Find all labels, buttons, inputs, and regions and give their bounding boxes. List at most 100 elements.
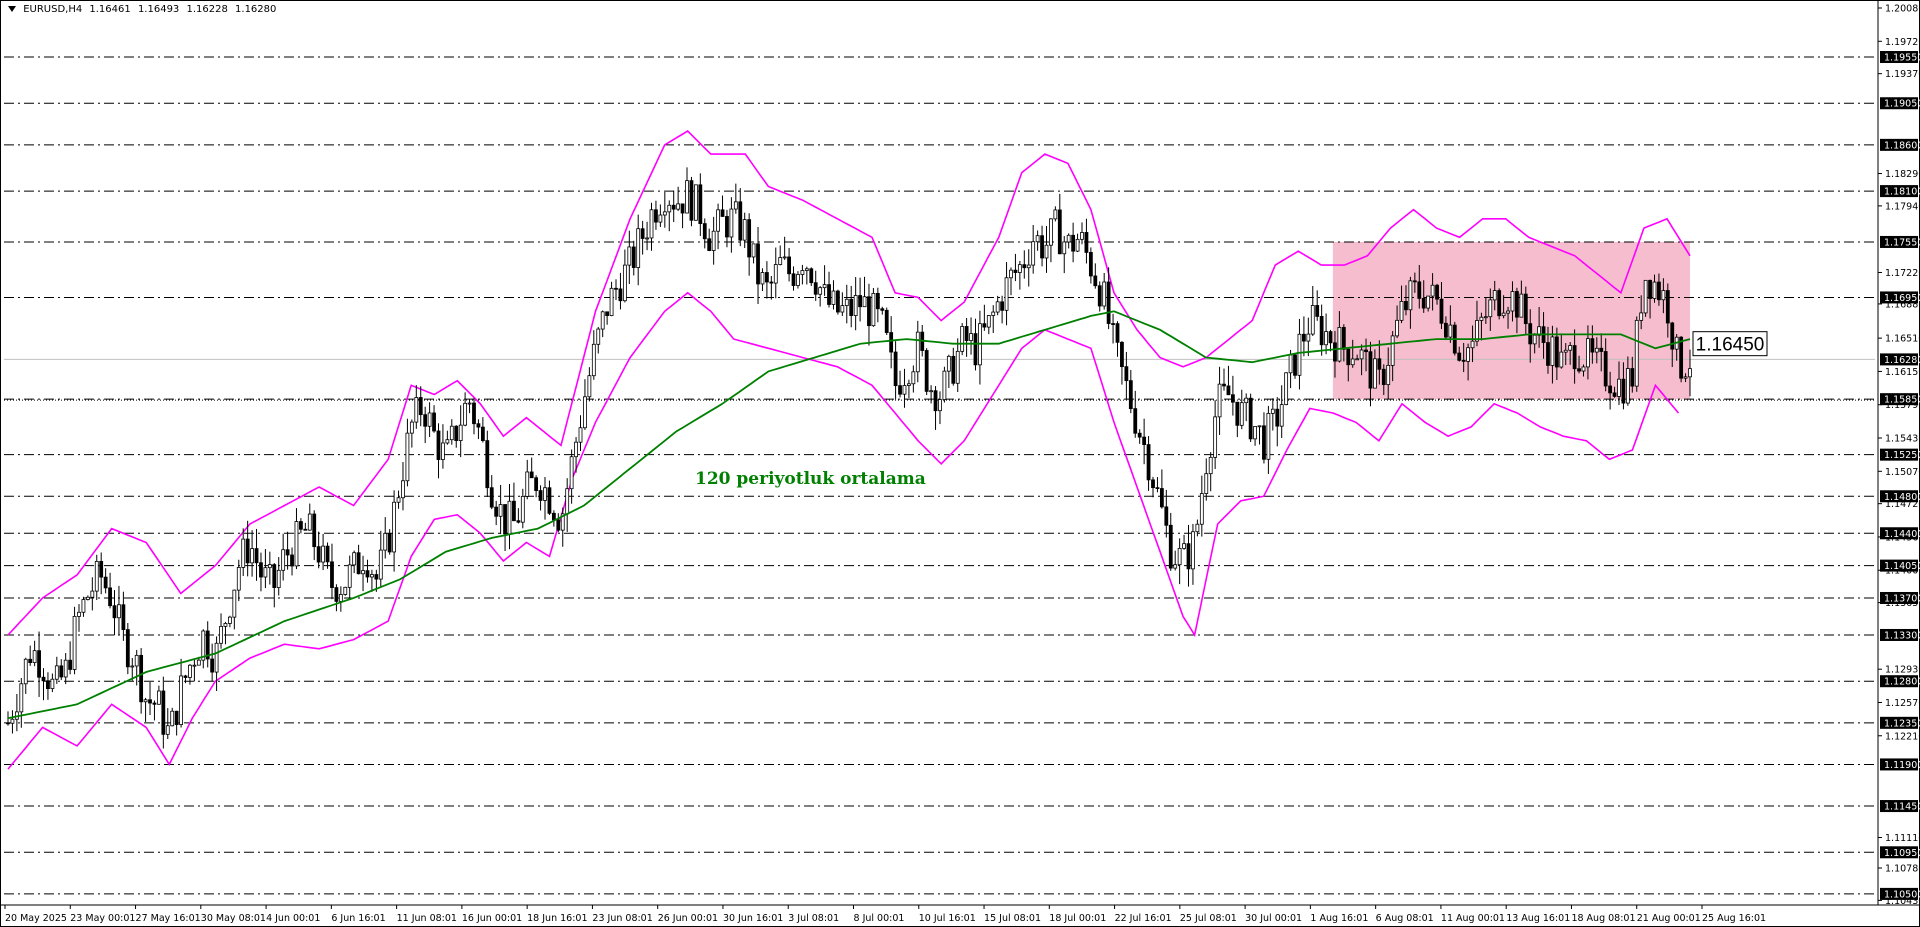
candle-body — [1084, 232, 1089, 253]
candle-body — [378, 549, 383, 580]
candle-body — [1239, 402, 1244, 426]
candle-body — [1120, 341, 1124, 368]
candle-body — [445, 439, 450, 444]
price-tag-label: 1.16450 — [1696, 335, 1765, 356]
candle-body — [23, 658, 28, 685]
candle-body — [1404, 301, 1408, 311]
candle-body — [1634, 319, 1639, 387]
candle-body — [543, 487, 547, 501]
candle-body — [756, 243, 760, 285]
level-price-box — [1880, 138, 1918, 151]
ohlc-close: 1.16280 — [235, 4, 277, 15]
price-axis-label: 1.18290 — [1885, 169, 1920, 180]
candle-body — [463, 402, 468, 426]
candle-body — [1293, 354, 1297, 376]
candle-body — [982, 323, 987, 328]
candle-body — [946, 355, 951, 372]
candle-body — [769, 281, 774, 284]
candle-body — [1235, 401, 1240, 426]
price-axis-label: 1.16150 — [1885, 367, 1920, 378]
candle-body — [454, 425, 459, 441]
time-axis-label: 1 Aug 16:01 — [1310, 913, 1368, 924]
candle-body — [46, 680, 50, 690]
candle-body — [1324, 331, 1328, 346]
candle-body — [81, 599, 86, 613]
candle-body — [938, 399, 942, 412]
candle-body — [858, 295, 862, 308]
candle-body — [210, 658, 215, 673]
collapse-triangle-icon[interactable] — [8, 6, 16, 12]
candle-body — [889, 332, 894, 353]
candle-body — [1625, 368, 1630, 404]
candle-body — [161, 690, 166, 735]
candle-body — [365, 570, 370, 578]
candle-body — [991, 311, 996, 316]
candle-body — [458, 424, 463, 441]
candle-body — [862, 296, 867, 308]
time-axis-label: 23 Jun 08:01 — [592, 913, 652, 924]
candle-body — [631, 246, 636, 268]
price-axis-label: 1.15430 — [1885, 434, 1920, 445]
candle-body — [1111, 323, 1115, 325]
candle-body — [702, 223, 707, 240]
candle-body — [725, 216, 729, 238]
time-axis-label: 18 Jun 16:01 — [527, 913, 587, 924]
candle-body — [1510, 291, 1515, 312]
candle-body — [1168, 524, 1173, 569]
candle-body — [174, 710, 179, 725]
candle-body — [423, 414, 428, 427]
candle-body — [338, 594, 343, 602]
candle-body — [1594, 347, 1599, 353]
candle-body — [205, 630, 210, 660]
candle-body — [1617, 378, 1621, 397]
candle-body — [254, 548, 259, 564]
candle-body — [951, 355, 956, 384]
level-price-label: 1.12800 — [1884, 677, 1920, 688]
candle-body — [1479, 316, 1484, 321]
candle-body — [569, 456, 574, 490]
ohlc-high: 1.16493 — [137, 4, 180, 15]
candle-body — [1173, 564, 1178, 569]
candle-body — [1603, 351, 1608, 387]
level-price-label: 1.15850 — [1884, 395, 1920, 406]
candle-body — [955, 350, 960, 384]
candle-body — [729, 208, 734, 238]
candle-body — [223, 623, 228, 627]
level-price-box — [1880, 291, 1918, 304]
time-axis-label: 6 Aug 08:01 — [1376, 913, 1434, 924]
candle-body — [259, 562, 263, 578]
candle-body — [1026, 264, 1031, 269]
candle-body — [1013, 269, 1018, 273]
candle-body — [649, 209, 654, 239]
candle-body — [614, 287, 618, 290]
candle-body — [1044, 244, 1049, 259]
candle-body — [640, 228, 645, 239]
candle-body — [10, 718, 15, 724]
candle-body — [1643, 279, 1648, 314]
candle-body — [680, 203, 685, 214]
candle-body — [654, 209, 658, 223]
candle-body — [716, 209, 720, 232]
candle-body — [1554, 336, 1559, 368]
candle-body — [32, 650, 37, 664]
candle-body — [1412, 280, 1417, 283]
candle-body — [898, 385, 902, 395]
candle-body — [1688, 368, 1692, 378]
candle-body — [50, 678, 55, 690]
level-price-box — [1880, 490, 1918, 503]
candle-body — [747, 219, 752, 258]
chart-header: EURUSD,H4 1.16461 1.16493 1.16228 1.1628… — [8, 4, 280, 15]
candle-body — [738, 201, 743, 241]
ohlc-low: 1.16228 — [186, 4, 228, 15]
candle-body — [1368, 351, 1373, 389]
candle-body — [1040, 235, 1044, 259]
candle-body — [170, 710, 175, 727]
candle-body — [662, 211, 667, 216]
candle-body — [1106, 281, 1111, 324]
time-axis-label: 20 May 2025 — [5, 913, 67, 924]
candle-body — [1279, 404, 1284, 427]
level-price-label: 1.10500 — [1884, 889, 1920, 900]
candle-body — [986, 315, 991, 328]
